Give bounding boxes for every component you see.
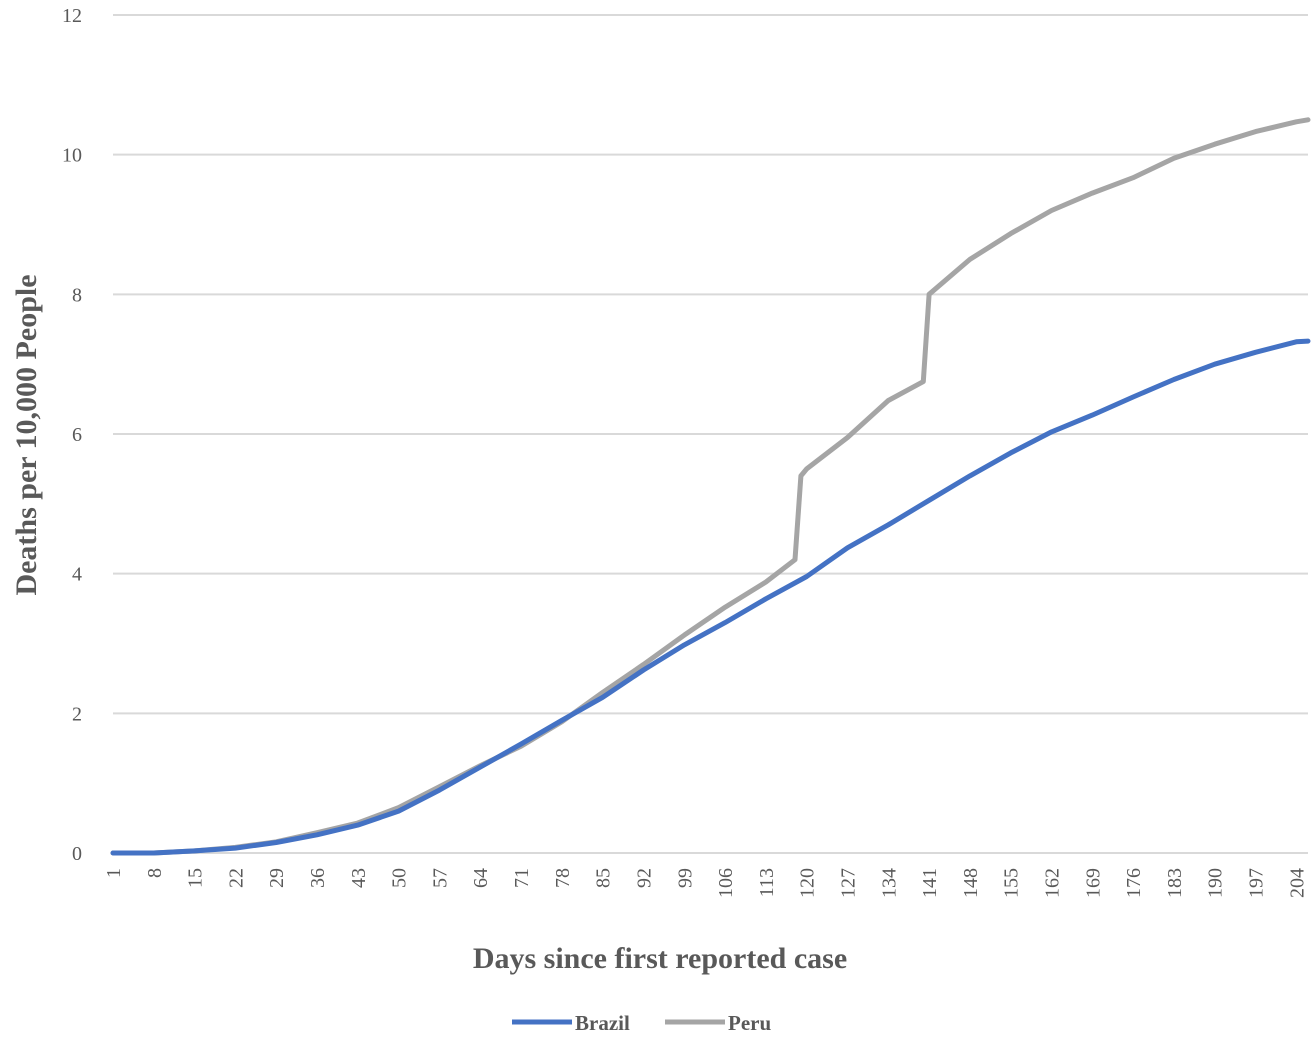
x-tick-label: 169	[1082, 868, 1104, 898]
legend-label-peru: Peru	[728, 1011, 771, 1035]
x-tick-label: 71	[511, 868, 533, 888]
y-tick-label: 12	[62, 5, 82, 27]
x-tick-label: 64	[470, 868, 492, 888]
y-tick-label: 0	[72, 843, 82, 865]
x-tick-label: 204	[1286, 868, 1308, 898]
y-tick-label: 8	[72, 284, 82, 306]
x-tick-label: 155	[1001, 868, 1023, 898]
x-axis-title: Days since first reported case	[473, 942, 847, 975]
x-axis-ticks: 1 8 15 22 29 36 43 50 57 64 71 78 85 92 99 106 113 120 127…	[103, 868, 1308, 898]
x-tick-label: 190	[1205, 868, 1227, 898]
series-line-brazil	[110, 338, 1311, 856]
x-tick-label: 197	[1246, 868, 1268, 898]
x-tick-label: 8	[144, 868, 166, 878]
y-tick-label: 6	[72, 424, 82, 446]
x-tick-label: 50	[389, 868, 411, 888]
x-tick-label: 22	[225, 868, 247, 888]
x-tick-label: 85	[593, 868, 615, 888]
x-tick-label: 43	[348, 868, 370, 888]
x-tick-label: 78	[552, 868, 574, 888]
x-tick-label: 141	[919, 868, 941, 898]
x-tick-label: 106	[715, 868, 737, 898]
y-axis-ticks: 0 2 4 6 8 10 12	[62, 5, 82, 865]
x-tick-label: 120	[797, 868, 819, 898]
legend: Brazil Peru	[512, 1011, 771, 1035]
y-tick-label: 2	[72, 703, 82, 725]
x-tick-label: 1	[103, 868, 125, 878]
x-tick-label: 134	[878, 868, 900, 898]
y-tick-label: 10	[62, 145, 82, 167]
x-tick-label: 15	[185, 868, 207, 888]
legend-label-brazil: Brazil	[575, 1011, 630, 1035]
x-tick-label: 29	[266, 868, 288, 888]
series-lines	[110, 117, 1311, 856]
x-tick-label: 176	[1123, 868, 1145, 898]
x-tick-label: 92	[633, 868, 655, 888]
x-tick-label: 162	[1042, 868, 1064, 898]
x-tick-label: 57	[429, 868, 451, 888]
series-line-peru	[110, 117, 1311, 856]
x-tick-label: 113	[756, 868, 778, 897]
y-tick-label: 4	[72, 564, 82, 586]
y-axis-title: Deaths per 10,000 People	[10, 274, 43, 595]
x-tick-label: 99	[674, 868, 696, 888]
x-tick-label: 148	[960, 868, 982, 898]
x-tick-label: 183	[1164, 868, 1186, 898]
x-tick-label: 127	[837, 868, 859, 898]
x-tick-label: 36	[307, 868, 329, 888]
gridlines	[113, 14, 1308, 854]
